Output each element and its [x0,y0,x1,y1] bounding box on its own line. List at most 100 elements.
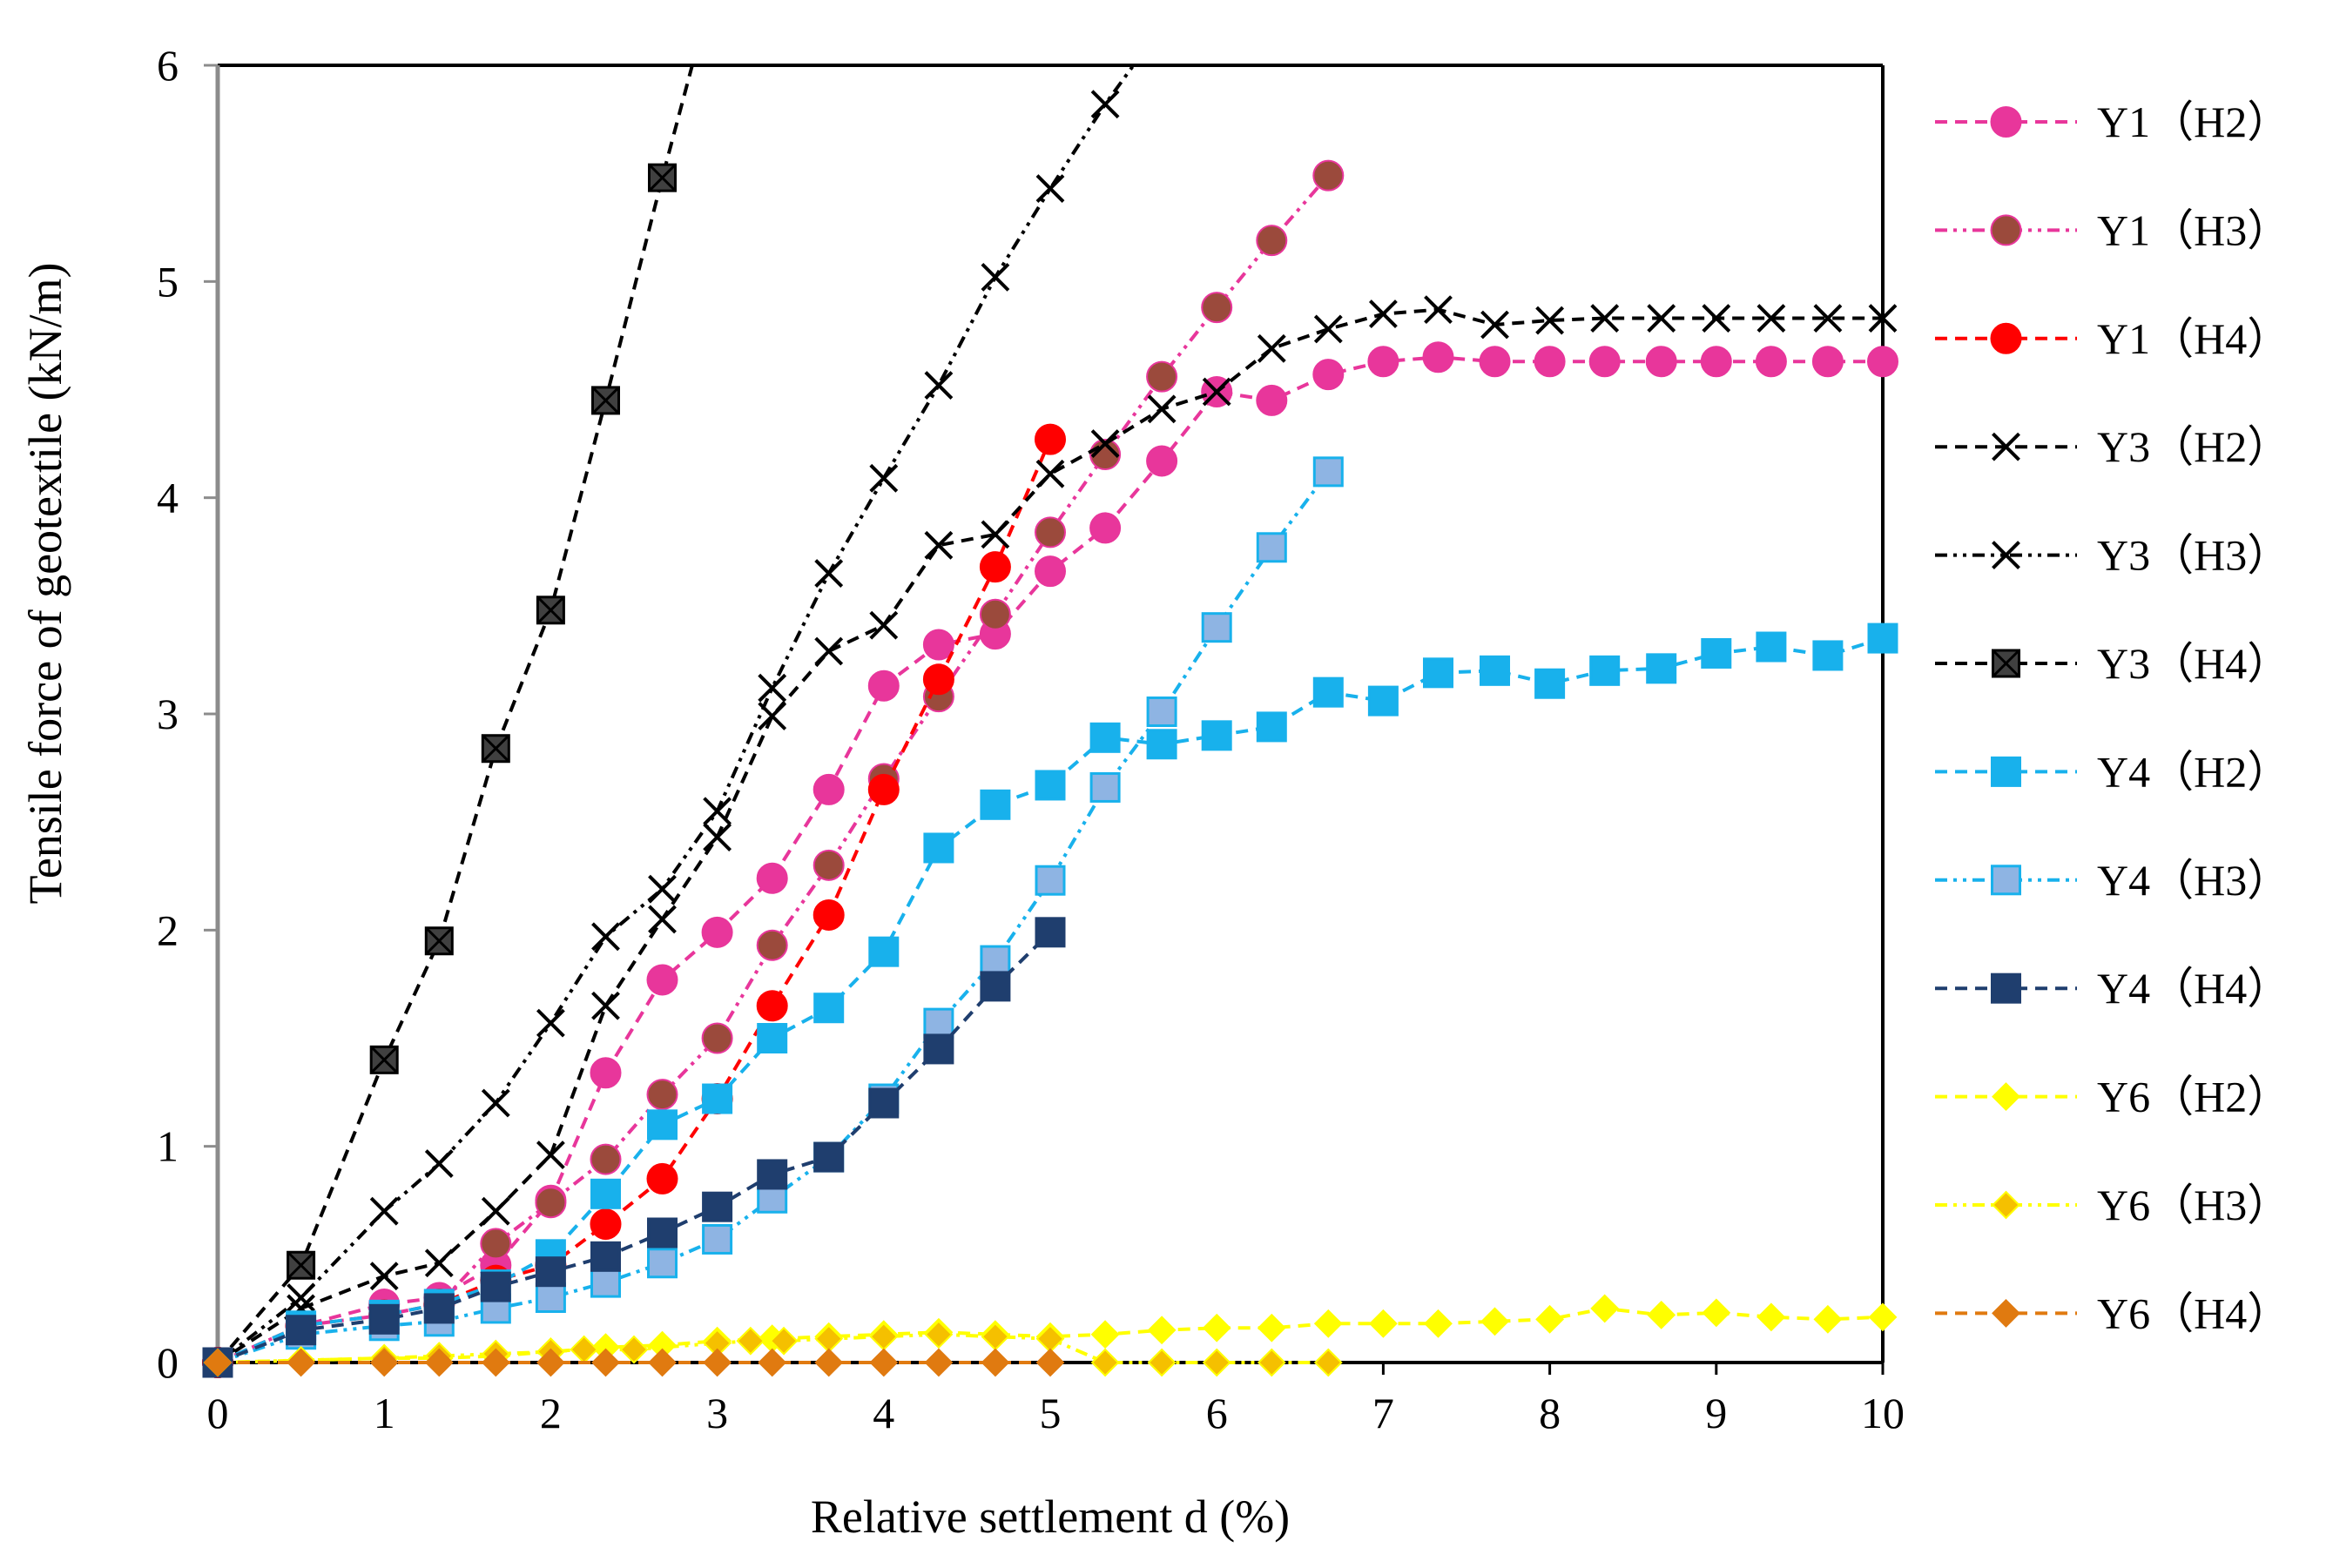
data-point [1090,1320,1120,1349]
y-tick-label: 0 [157,1338,179,1387]
data-point-stroke-b [1647,304,1676,333]
data-point [1201,292,1233,324]
legend-entry: Y3（H4） [1935,639,2290,688]
data-point [536,1008,565,1038]
series-line [217,470,1330,1364]
data-point [869,463,899,493]
data-point [287,1283,316,1312]
data-point [648,163,678,192]
data-point [1645,346,1677,378]
data-point [481,1088,510,1118]
series-11 [203,1348,1065,1377]
data-point [590,1178,621,1209]
data-point-stroke-b [1868,304,1898,333]
data-point [1035,423,1066,455]
data-point [1035,174,1065,203]
data-point [1700,346,1732,378]
data-point [287,1250,316,1280]
data-point-stroke-b [1480,310,1509,340]
data-point-stroke-b [1813,304,1843,333]
data-point [1701,637,1732,669]
series-group [202,64,1898,1378]
data-point [703,797,732,826]
data-point [756,862,788,894]
series-8 [202,917,1066,1378]
data-point [813,993,845,1024]
data-point-stroke-b [869,463,899,493]
x-tick-label: 4 [873,1389,894,1437]
data-point [590,386,620,415]
series-line [216,64,1136,1364]
data-point [1147,394,1177,424]
data-point [981,520,1010,549]
data-point [1035,917,1066,948]
data-point [814,636,844,666]
legend-marker [1992,1190,2020,1220]
data-point [1367,685,1399,717]
data-point [590,1208,622,1241]
legend-label: Y1（H2） [2097,98,2290,146]
data-point-stroke-b [1702,304,1731,333]
data-point-stroke-b [814,636,844,666]
data-point [648,1348,677,1377]
data-point [1368,1309,1398,1338]
data-point-stroke-b [1035,459,1065,488]
data-point [646,1079,678,1111]
data-point [1756,631,1787,663]
data-point [923,832,954,864]
data-point [1090,429,1120,458]
y-axis-title: Tensile force of geotextile (kN/m) [19,263,71,905]
data-point [591,1348,620,1377]
series-line [216,307,1883,1364]
x-tick-label: 2 [540,1389,562,1437]
data-point [1756,1302,1786,1332]
data-point [481,734,510,764]
data-point [1202,377,1231,407]
data-point [924,1348,954,1377]
data-point [1257,333,1286,363]
data-point [868,1087,900,1119]
data-point [1090,1348,1120,1377]
data-point-stroke-b [536,1141,565,1170]
data-point [203,1348,233,1377]
data-point [1202,1313,1231,1343]
data-point [923,1033,954,1065]
data-point [1480,655,1511,686]
data-point [1035,1324,1065,1354]
legend-marker [1991,972,2021,1004]
data-point-stroke-b [481,1196,510,1226]
y-tick-label: 5 [157,257,179,306]
series-4 [203,64,1136,1377]
data-point [979,598,1011,630]
data-point [1480,310,1509,340]
data-point [1256,711,1287,743]
y-tick-label: 1 [157,1122,179,1171]
data-point [1312,676,1344,708]
data-point-stroke-b [648,905,677,934]
x-tick-label: 9 [1705,1389,1727,1437]
legend-label: Y4（H2） [2097,747,2290,796]
series-0 [202,341,1898,1378]
data-point [1535,1304,1565,1334]
data-point [424,926,454,956]
data-point [1201,612,1232,643]
data-point [1312,359,1345,391]
data-point [869,610,899,640]
data-point [1147,1316,1177,1345]
data-point [980,971,1011,1002]
legend-label: Y3（H2） [2097,422,2290,471]
data-point [924,530,954,560]
data-point-stroke-b [1535,306,1565,335]
data-point [1313,314,1343,344]
data-point [1647,1300,1676,1329]
data-point [1589,655,1621,686]
plot-frame [215,64,1885,1364]
legend-label: Y6（H3） [2097,1181,2290,1229]
data-point [924,1320,954,1349]
data-point [424,1348,454,1377]
data-point [368,1303,400,1335]
x-tick-label: 3 [706,1389,728,1437]
data-point-stroke-b [1090,90,1120,119]
data-point [1813,1304,1843,1334]
data-point [869,1348,899,1377]
